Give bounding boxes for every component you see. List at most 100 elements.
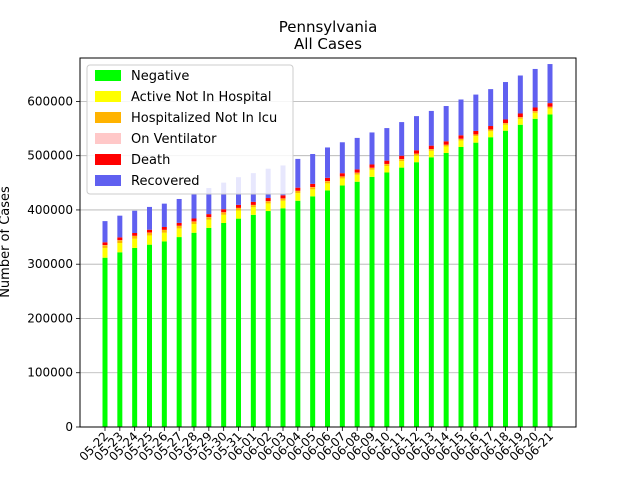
bar-segment <box>102 257 108 427</box>
bar-segment <box>132 238 138 248</box>
legend-swatch <box>95 70 121 81</box>
bar-segment <box>325 181 330 184</box>
bar-segment <box>117 215 123 238</box>
bar-segment <box>339 176 345 179</box>
bar-segment <box>176 198 182 223</box>
bar-segment <box>280 200 286 209</box>
bar-segment <box>221 182 227 210</box>
bar-segment <box>399 161 405 168</box>
bar-segment <box>517 118 523 125</box>
bar-segment <box>384 172 390 427</box>
bar-segment <box>547 114 553 427</box>
bar-segment <box>414 162 419 427</box>
bar-segment <box>399 155 405 160</box>
bar-segment <box>384 165 390 173</box>
bar-segment <box>280 208 286 427</box>
bar-segment <box>132 235 138 239</box>
bar-segment <box>369 167 375 170</box>
legend-swatch <box>95 112 121 123</box>
plot-frame <box>79 57 577 428</box>
bar-segment <box>369 176 375 427</box>
bar-segment <box>458 138 464 141</box>
chart-subtitle: All Cases <box>294 35 362 53</box>
bar-segment <box>250 205 256 208</box>
bar-segment <box>503 82 508 120</box>
bar-segment <box>458 99 464 136</box>
bar-segment <box>265 211 271 427</box>
bar-segment <box>443 141 449 145</box>
bar-segment <box>503 130 508 427</box>
bar-segment <box>547 108 553 115</box>
bar-segment <box>161 203 167 227</box>
y-tick-label: 500000 <box>27 149 73 163</box>
bar-segment <box>354 181 360 427</box>
y-tick-label: 600000 <box>27 94 73 108</box>
bar-segment <box>295 190 301 194</box>
bar-segment <box>191 224 197 233</box>
bar-segment <box>206 219 212 228</box>
bar-segment <box>428 145 434 150</box>
bar-segment <box>517 113 523 118</box>
bar-segment <box>428 149 434 151</box>
bar-segment <box>161 241 167 427</box>
bar-segment <box>295 158 301 188</box>
bar-segment <box>117 252 123 427</box>
bar-segment <box>191 193 197 219</box>
bar-segment <box>295 187 301 191</box>
bar-segment <box>102 245 108 248</box>
bar-segment <box>221 222 227 427</box>
bar-segment <box>354 137 360 170</box>
y-tick-label: 100000 <box>27 366 73 380</box>
bar-segment <box>503 123 508 125</box>
bar-segment <box>250 207 256 215</box>
bar-segment <box>206 217 212 220</box>
bar-segment <box>547 103 553 107</box>
bar-segment <box>532 68 538 108</box>
bar-segment <box>161 232 167 242</box>
bar-segment <box>488 126 494 130</box>
legend-label: On Ventilator <box>131 132 217 147</box>
bar-segment <box>102 242 108 246</box>
bar-segment <box>473 136 479 143</box>
bar-segment <box>488 137 494 427</box>
y-tick-label: 200000 <box>27 311 73 325</box>
bar-segment <box>443 146 449 153</box>
bar-segment <box>250 214 256 427</box>
bar-segment <box>488 129 494 132</box>
bar-segment <box>176 228 182 238</box>
bar-segment <box>503 119 508 124</box>
bar-segment <box>325 190 330 427</box>
bar-segment <box>132 247 138 427</box>
bar-segment <box>339 185 345 427</box>
bar-segment <box>117 237 123 241</box>
bar-segment <box>310 187 316 190</box>
bar-segment <box>473 94 479 131</box>
bar-segment <box>384 164 390 166</box>
legend-swatch <box>95 154 121 165</box>
legend-swatch <box>95 91 121 102</box>
bar-segment <box>310 183 316 188</box>
bar-segment <box>473 142 479 427</box>
legend-swatch <box>95 175 121 186</box>
bar-segment <box>443 144 449 147</box>
bar-segment <box>428 150 434 158</box>
bar-segment <box>517 117 523 119</box>
bar-segment <box>221 212 227 215</box>
bar-segment <box>547 64 553 104</box>
bar-segment <box>132 233 138 236</box>
bar-segment <box>458 146 464 427</box>
bar-segment <box>102 221 108 243</box>
bar-segment <box>354 169 360 173</box>
bar-segment <box>473 134 479 137</box>
legend-label: Negative <box>131 69 189 84</box>
bar-segment <box>458 140 464 147</box>
bar-segment <box>191 218 197 222</box>
chart-title: Pennsylvania <box>279 18 378 36</box>
bar-segment <box>265 203 271 212</box>
bar-segment <box>339 142 345 174</box>
bar-segment <box>206 227 212 427</box>
bar-segment <box>236 210 241 219</box>
bar-segment <box>176 225 182 229</box>
bar-segment <box>147 244 152 427</box>
bar-segment <box>132 210 138 234</box>
